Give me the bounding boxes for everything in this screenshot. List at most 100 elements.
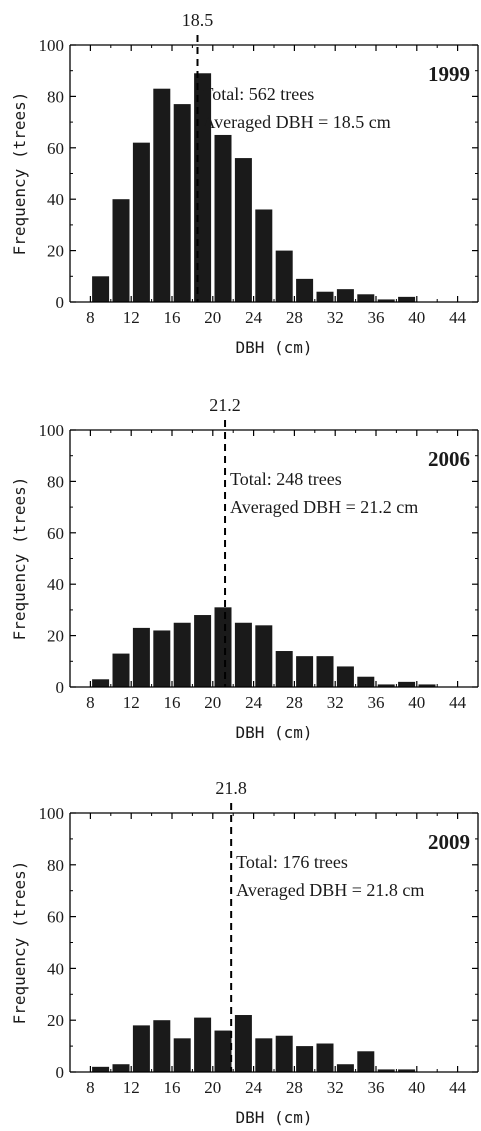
- y-tick-label: 100: [39, 804, 65, 823]
- mean-value-label: 21.8: [215, 778, 247, 798]
- histogram-bar: [377, 1069, 395, 1072]
- histogram-bar: [132, 1025, 150, 1072]
- y-tick-label: 100: [39, 36, 65, 55]
- x-axis-label: DBH (cm): [235, 338, 312, 357]
- x-tick-label: 28: [286, 308, 303, 327]
- histogram-bar: [92, 679, 110, 687]
- x-tick-label: 24: [245, 308, 263, 327]
- histogram-bar: [132, 627, 150, 687]
- y-tick-label: 40: [47, 575, 64, 594]
- y-axis-label: Frequency (trees): [10, 92, 29, 256]
- y-tick-label: 100: [39, 421, 65, 440]
- histogram-bar: [92, 1066, 110, 1072]
- y-axis-label: Frequency (trees): [10, 861, 29, 1025]
- histogram-bar: [194, 615, 212, 687]
- histogram-bar: [357, 676, 375, 687]
- y-tick-label: 20: [47, 627, 64, 646]
- y-tick-label: 40: [47, 959, 64, 978]
- y-tick-label: 0: [56, 1063, 65, 1082]
- x-tick-label: 36: [368, 693, 385, 712]
- histogram-bar: [92, 276, 110, 302]
- x-tick-label: 40: [408, 693, 425, 712]
- averaged-dbh-annotation: Averaged DBH = 18.5 cm: [203, 112, 391, 132]
- histogram-bar: [132, 142, 150, 302]
- histogram-bar: [173, 622, 191, 687]
- chart-panel-2006: 0 20 40 60 80 100 8 12 16 20 24 28 32 36 40 44 21.2 2006 T…: [10, 395, 479, 742]
- chart-panel-1999: 0 20 40 60 80 100 8 12 16 20 24 28 32 36 40 44 18.5 1999 T…: [10, 10, 479, 357]
- averaged-dbh-annotation: Averaged DBH = 21.8 cm: [236, 880, 424, 900]
- year-label: 2006: [428, 447, 470, 471]
- histogram-bar: [112, 199, 130, 302]
- y-tick-label: 0: [56, 678, 65, 697]
- x-tick-label: 16: [164, 308, 181, 327]
- y-tick-label: 60: [47, 524, 64, 543]
- histogram-bar: [377, 684, 395, 687]
- histogram-bar: [336, 666, 354, 687]
- y-tick-label: 80: [47, 856, 64, 875]
- histogram-bar: [214, 134, 232, 302]
- mean-value-label: 21.2: [209, 395, 241, 415]
- y-tick-label: 60: [47, 908, 64, 927]
- y-tick-label: 20: [47, 242, 64, 261]
- total-trees-annotation: Total: 176 trees: [236, 852, 348, 872]
- x-tick-label: 12: [123, 1078, 140, 1097]
- x-tick-label: 20: [204, 693, 221, 712]
- histogram-bar: [398, 1069, 416, 1072]
- x-tick-label: 36: [368, 1078, 385, 1097]
- chart-panel-2009: 0 20 40 60 80 100 8 12 16 20 24 28 32 36 40 44 21.8 2009 T…: [10, 778, 479, 1127]
- x-tick-label: 28: [286, 693, 303, 712]
- histogram-bar: [316, 1043, 334, 1072]
- x-tick-label: 8: [86, 308, 95, 327]
- histogram-bar: [194, 1017, 212, 1072]
- x-tick-label: 44: [449, 693, 467, 712]
- total-trees-annotation: Total: 248 trees: [230, 469, 342, 489]
- histogram-bar: [153, 88, 171, 302]
- histogram-bar: [418, 684, 436, 687]
- x-tick-label: 44: [449, 1078, 467, 1097]
- y-tick-label: 60: [47, 139, 64, 158]
- x-axis-label: DBH (cm): [235, 723, 312, 742]
- x-tick-label: 8: [86, 693, 95, 712]
- histogram-bar: [112, 653, 130, 687]
- averaged-dbh-annotation: Averaged DBH = 21.2 cm: [230, 497, 418, 517]
- y-axis-label: Frequency (trees): [10, 477, 29, 641]
- total-trees-annotation: Total: 562 trees: [203, 84, 315, 104]
- histogram-bar: [357, 1051, 375, 1072]
- x-tick-label: 20: [204, 308, 221, 327]
- x-tick-label: 44: [449, 308, 467, 327]
- histogram-bar: [296, 278, 314, 302]
- y-tick-label: 80: [47, 472, 64, 491]
- x-tick-label: 36: [368, 308, 385, 327]
- x-tick-label: 32: [327, 1078, 344, 1097]
- histogram-bar: [336, 1064, 354, 1072]
- y-tick-label: 20: [47, 1011, 64, 1030]
- histogram-bar: [153, 1020, 171, 1072]
- histogram-bar: [377, 299, 395, 302]
- x-tick-label: 12: [123, 693, 140, 712]
- y-tick-label: 0: [56, 293, 65, 312]
- histogram-bar: [398, 296, 416, 302]
- x-tick-label: 40: [408, 308, 425, 327]
- histogram-bar: [234, 1015, 252, 1072]
- histogram-bar: [234, 158, 252, 302]
- histogram-bar: [255, 1038, 273, 1072]
- x-tick-label: 24: [245, 1078, 263, 1097]
- histogram-bar: [214, 1030, 232, 1072]
- histogram-bar: [336, 289, 354, 302]
- histogram-bar: [153, 630, 171, 687]
- x-tick-label: 16: [164, 1078, 181, 1097]
- histogram-bar: [357, 294, 375, 302]
- y-tick-label: 80: [47, 87, 64, 106]
- histogram-bar: [316, 656, 334, 687]
- x-tick-label: 16: [164, 693, 181, 712]
- histogram-bar: [214, 607, 232, 687]
- histogram-bar: [296, 1046, 314, 1072]
- x-tick-label: 32: [327, 693, 344, 712]
- x-tick-label: 12: [123, 308, 140, 327]
- histogram-bar: [275, 1035, 293, 1072]
- histogram-bar: [275, 651, 293, 687]
- histogram-bar: [255, 209, 273, 302]
- y-tick-label: 40: [47, 190, 64, 209]
